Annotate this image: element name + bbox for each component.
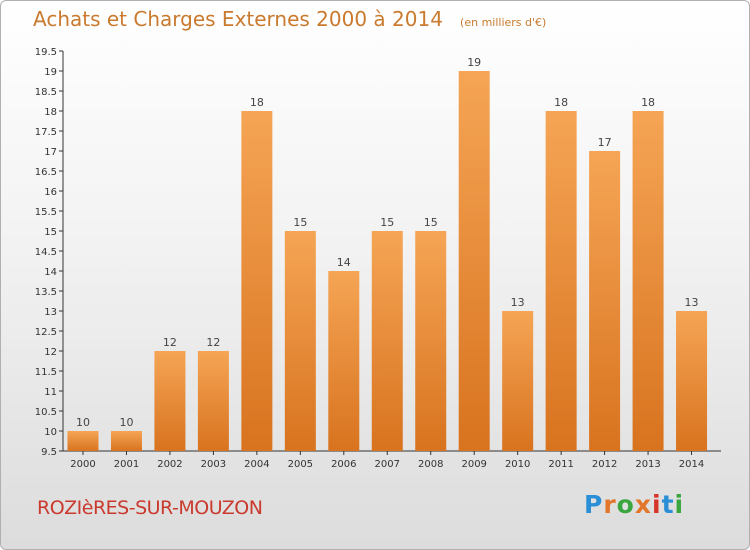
proxiti-logo: Proxiti (584, 490, 684, 519)
bar-2004 (241, 111, 273, 451)
chart-unit: (en milliers d'€) (460, 16, 547, 29)
x-tick-label: 2005 (288, 459, 313, 470)
bar-2001 (110, 431, 142, 451)
data-label-2013: 18 (641, 96, 655, 109)
data-label-2011: 18 (554, 96, 568, 109)
data-label-2001: 10 (119, 416, 133, 429)
bar-2008 (415, 231, 447, 451)
x-tick-label: 2004 (244, 459, 269, 470)
y-tick-label: 19.5 (35, 47, 57, 58)
data-label-2002: 12 (163, 336, 177, 349)
logo-letter: o (616, 490, 635, 519)
y-tick-label: 19 (44, 67, 57, 78)
data-label-2003: 12 (206, 336, 220, 349)
x-tick-label: 2000 (70, 459, 95, 470)
logo-letter: t (661, 490, 675, 519)
x-tick-label: 2001 (114, 459, 139, 470)
x-tick-label: 2002 (157, 459, 182, 470)
y-tick-label: 14.5 (35, 247, 57, 258)
logo-letter: i (674, 490, 685, 519)
x-tick-label: 2009 (461, 459, 486, 470)
logo-letter: i (652, 490, 662, 519)
y-tick-label: 18 (44, 107, 57, 118)
y-tick-label: 15.5 (35, 207, 57, 218)
y-tick-label: 11.5 (35, 367, 57, 378)
y-tick-label: 16.5 (35, 167, 57, 178)
y-tick-label: 15 (44, 227, 57, 238)
y-tick-label: 17 (44, 147, 57, 158)
x-tick-label: 2013 (635, 459, 660, 470)
data-label-2007: 15 (380, 216, 394, 229)
chart-title: Achats et Charges Externes 2000 à 2014 (33, 7, 443, 31)
bar-2013 (632, 111, 664, 451)
title-row: Achats et Charges Externes 2000 à 2014 (… (33, 7, 546, 31)
data-label-2012: 17 (598, 136, 612, 149)
x-tick-label: 2003 (201, 459, 226, 470)
logo-letter: x (634, 490, 652, 519)
y-tick-label: 11 (44, 387, 57, 398)
bar-2007 (371, 231, 403, 451)
y-tick-label: 13.5 (35, 287, 57, 298)
bar-2012 (589, 151, 621, 451)
x-tick-label: 2006 (331, 459, 356, 470)
x-tick-label: 2011 (548, 459, 573, 470)
data-label-2000: 10 (76, 416, 90, 429)
y-tick-label: 18.5 (35, 87, 57, 98)
y-tick-label: 13 (44, 307, 57, 318)
logo-letter: P (584, 490, 604, 519)
x-tick-label: 2007 (375, 459, 400, 470)
bar-2010 (502, 311, 534, 451)
commune-name: ROZIèRES-SUR-MOUZON (37, 497, 263, 519)
y-tick-label: 9.5 (41, 447, 57, 458)
data-label-2005: 15 (293, 216, 307, 229)
data-label-2006: 14 (337, 256, 351, 269)
bar-2005 (284, 231, 316, 451)
bar-2014 (676, 311, 708, 451)
y-tick-label: 10 (44, 427, 57, 438)
bar-2006 (328, 271, 360, 451)
bar-2000 (67, 431, 99, 451)
logo-letter: r (603, 490, 617, 519)
bar-2009 (458, 71, 490, 451)
data-label-2014: 13 (685, 296, 699, 309)
y-tick-label: 14 (44, 267, 57, 278)
y-tick-label: 17.5 (35, 127, 57, 138)
data-label-2010: 13 (511, 296, 525, 309)
x-tick-label: 2012 (592, 459, 617, 470)
y-tick-label: 10.5 (35, 407, 57, 418)
y-tick-label: 12.5 (35, 327, 57, 338)
bar-2002 (154, 351, 186, 451)
data-label-2009: 19 (467, 56, 481, 69)
y-tick-label: 16 (44, 187, 57, 198)
x-tick-label: 2008 (418, 459, 443, 470)
x-tick-label: 2014 (679, 459, 704, 470)
bar-2003 (197, 351, 229, 451)
y-tick-label: 12 (44, 347, 57, 358)
data-label-2008: 15 (424, 216, 438, 229)
data-label-2004: 18 (250, 96, 264, 109)
x-tick-label: 2010 (505, 459, 530, 470)
bar-2011 (545, 111, 577, 451)
